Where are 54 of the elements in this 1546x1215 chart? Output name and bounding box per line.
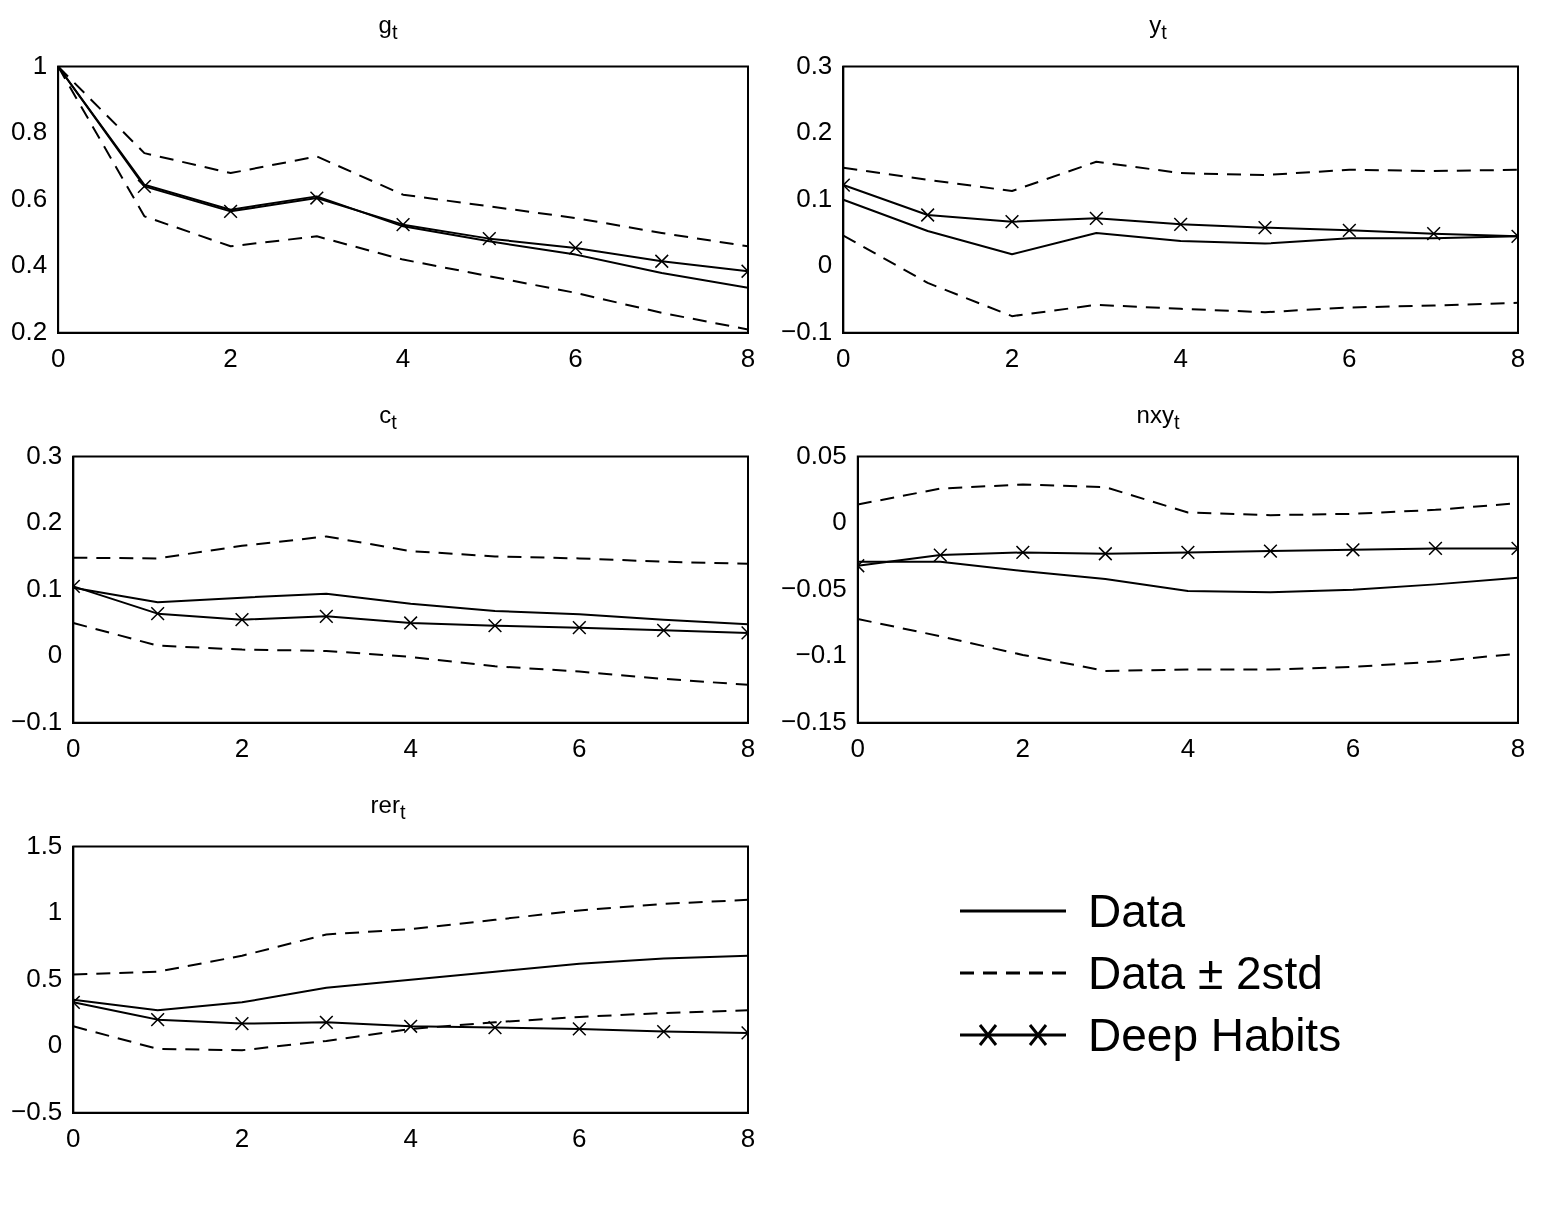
y-tick-label: 0.1 [26,572,63,603]
y-tick-label: 0.6 [10,182,48,213]
x-tick-label: 8 [1510,732,1526,763]
x-tick-label: 2 [223,342,238,373]
y-tick-label: 0.4 [10,249,48,280]
y-tick-label: 0 [47,1029,63,1060]
x-tick-label: 6 [1342,342,1357,373]
y-tick-label: 0 [817,249,833,280]
chart-title: g$_{t}$ [377,10,399,45]
y-tick-label: 0.8 [10,116,48,147]
chart-title: y$_{t}$ [1148,10,1168,45]
x-tick-label: 4 [1180,732,1196,763]
legend-label: Deep Habits [1088,1008,1342,1062]
x-tick-label: 2 [1015,732,1031,763]
chart-title: rer$_{t}$ [369,790,407,825]
y-tick-label: 1 [32,49,48,80]
y-tick-label: 0.2 [26,506,63,537]
x-tick-label: 2 [1004,342,1020,373]
x-tick-label: 6 [1345,732,1361,763]
x-tick-label: 4 [403,732,418,763]
y-tick-label: 0.2 [10,315,48,346]
chart-title: c$_{t}$ [378,400,398,435]
x-tick-label: 8 [740,732,756,763]
y-tick-label: −0.05 [780,572,847,603]
x-tick-label: 4 [403,1122,418,1153]
y-tick-label: −0.1 [781,315,833,346]
y-tick-label: 1.5 [26,829,63,860]
y-tick-label: 0.3 [796,49,833,80]
x-tick-label: 8 [740,342,756,373]
x-tick-label: 6 [572,1122,587,1153]
y-tick-label: −0.1 [795,639,847,670]
y-tick-label: 0.3 [26,439,63,470]
chart-title: nxy$_{t}$ [1135,400,1181,435]
y-tick-label: 0.1 [796,182,833,213]
y-tick-label: −0.1 [11,705,63,736]
x-tick-label: 4 [1173,342,1188,373]
y-tick-label: 0.2 [796,116,833,147]
x-tick-label: 8 [1510,342,1526,373]
x-tick-label: 8 [740,1122,756,1153]
x-tick-label: 6 [568,342,583,373]
x-tick-label: 6 [572,732,587,763]
y-tick-label: 0 [47,639,63,670]
legend-label: Data ± 2std [1088,946,1323,1000]
y-tick-label: 0.5 [26,962,63,993]
x-tick-label: 2 [234,1122,250,1153]
y-tick-label: −0.5 [11,1095,63,1126]
y-tick-label: 1 [47,896,63,927]
y-tick-label: 0 [832,506,847,537]
x-tick-label: 0 [850,732,866,763]
x-tick-label: 2 [234,732,250,763]
y-tick-label: 0.05 [796,439,847,470]
legend-label: Data [1088,884,1186,938]
x-tick-label: 4 [395,342,411,373]
y-tick-label: −0.15 [780,705,847,736]
